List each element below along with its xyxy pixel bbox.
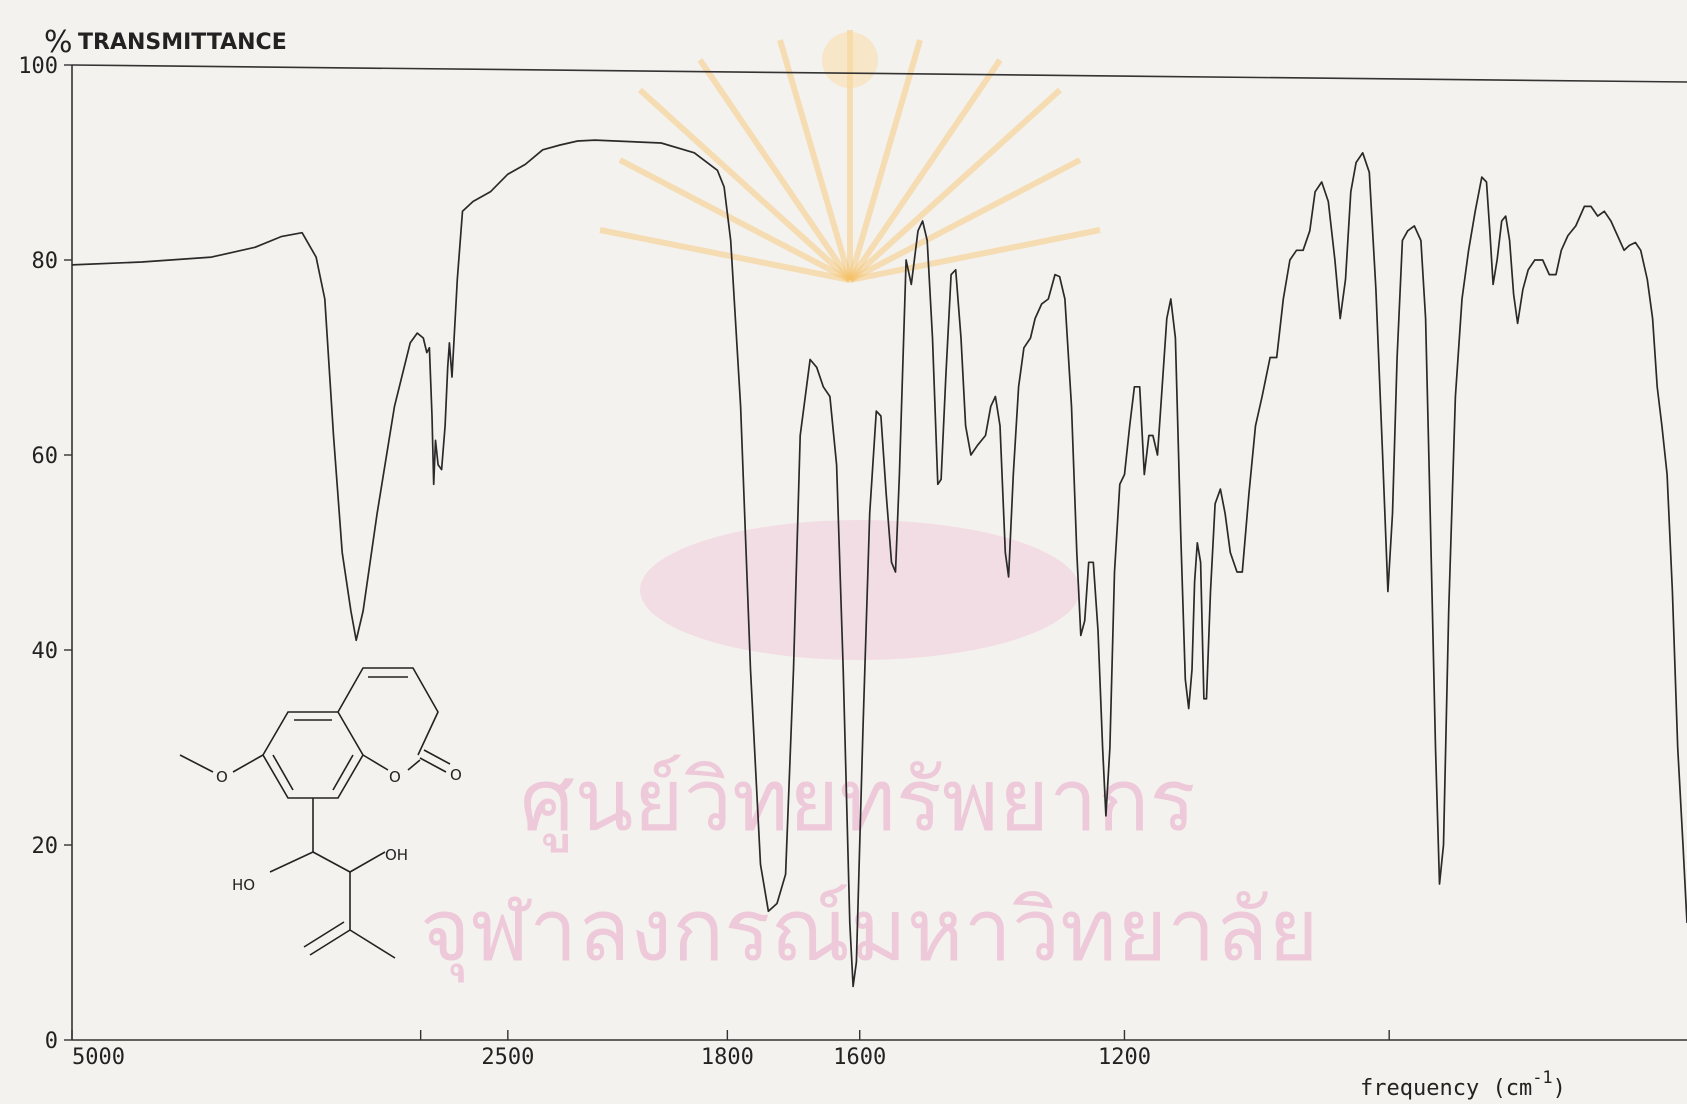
y-tick-label: 40: [32, 639, 59, 664]
spectrum-line: [71, 139, 1687, 988]
x-axis-title-exponent: -1: [1532, 1068, 1552, 1088]
y-axis-symbol: %: [44, 25, 73, 60]
y-tick-label: 100: [18, 54, 58, 79]
atom-ring-oxygen: O: [389, 768, 401, 786]
y-tick-label: 20: [32, 834, 59, 859]
atom-hydroxyl-right: OH: [385, 846, 408, 864]
watermark-text-2: จุฬาลงกรณ์มหาวิทยาลัย: [420, 881, 1319, 983]
atom-carbonyl-oxygen: O: [450, 766, 462, 784]
pyranone-ring: [337, 667, 439, 756]
watermark-cushion-icon: [640, 520, 1080, 660]
x-axis-title: frequency (cm-1): [1360, 1068, 1566, 1101]
x-tick-label: 2500: [481, 1045, 534, 1070]
atom-methoxy-oxygen: O: [216, 768, 228, 786]
y-tick-label: 80: [32, 249, 59, 274]
top-border: [71, 64, 1687, 83]
y-ticks: 100 80 60 40 20 0: [18, 54, 72, 1054]
watermark-sun-icon: [599, 30, 1101, 283]
y-tick-label: 60: [32, 444, 59, 469]
x-tick-label: 5000: [72, 1045, 125, 1070]
x-tick-label: 1800: [701, 1045, 754, 1070]
y-tick-label: 0: [45, 1029, 58, 1054]
atom-hydroxyl-left: HO: [232, 876, 255, 894]
y-axis-title: TRANSMITTANCE: [78, 30, 287, 55]
x-axis-title-main: frequency (cm: [1360, 1076, 1532, 1101]
benzene-ring: [262, 711, 364, 799]
x-tick-label: 1200: [1098, 1045, 1151, 1070]
x-ticks: 5000 2500 1800 1600 1200: [71, 1030, 1390, 1070]
watermark-text-1: ศูนย์วิทยทรัพยากร: [520, 751, 1196, 853]
chemical-structure: O O O HO OH: [179, 667, 462, 959]
x-axis-title-close: ): [1553, 1076, 1566, 1101]
x-tick-label: 1600: [833, 1045, 886, 1070]
